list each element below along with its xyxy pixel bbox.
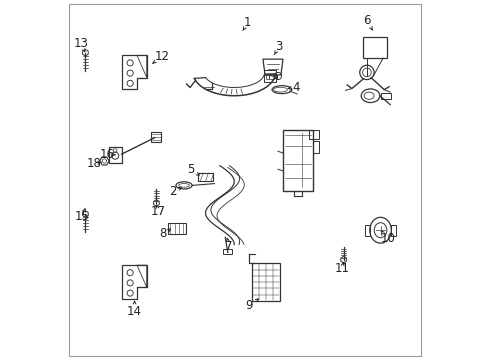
Bar — [392, 225, 395, 235]
Text: 8: 8 — [160, 227, 167, 240]
Polygon shape — [83, 49, 88, 56]
Text: 2: 2 — [170, 185, 177, 198]
Text: 4: 4 — [293, 81, 300, 94]
Bar — [313, 140, 319, 153]
Bar — [151, 132, 161, 142]
Polygon shape — [83, 211, 88, 217]
Bar — [364, 37, 387, 58]
Bar — [366, 225, 370, 235]
Bar — [252, 264, 280, 301]
Text: 3: 3 — [275, 40, 283, 53]
Bar — [283, 130, 313, 191]
Text: 13: 13 — [74, 37, 88, 50]
Bar — [266, 73, 274, 79]
Bar — [264, 70, 276, 82]
Text: 12: 12 — [154, 50, 170, 63]
Polygon shape — [341, 256, 346, 263]
Text: 15: 15 — [74, 210, 89, 223]
Bar — [381, 93, 391, 99]
Text: 11: 11 — [334, 262, 349, 275]
Bar — [197, 173, 214, 181]
Text: 10: 10 — [380, 231, 395, 244]
Text: 7: 7 — [225, 240, 233, 253]
Bar — [309, 130, 319, 139]
Bar — [223, 249, 232, 253]
Text: 18: 18 — [87, 157, 102, 170]
Text: 17: 17 — [151, 205, 166, 218]
Text: 5: 5 — [187, 163, 194, 176]
Text: 1: 1 — [244, 16, 252, 29]
Text: 14: 14 — [127, 305, 142, 318]
Text: 6: 6 — [363, 14, 370, 27]
Bar — [109, 147, 122, 163]
Polygon shape — [154, 200, 159, 206]
Text: 9: 9 — [245, 299, 253, 312]
Bar — [168, 223, 186, 234]
Text: 16: 16 — [100, 148, 115, 161]
